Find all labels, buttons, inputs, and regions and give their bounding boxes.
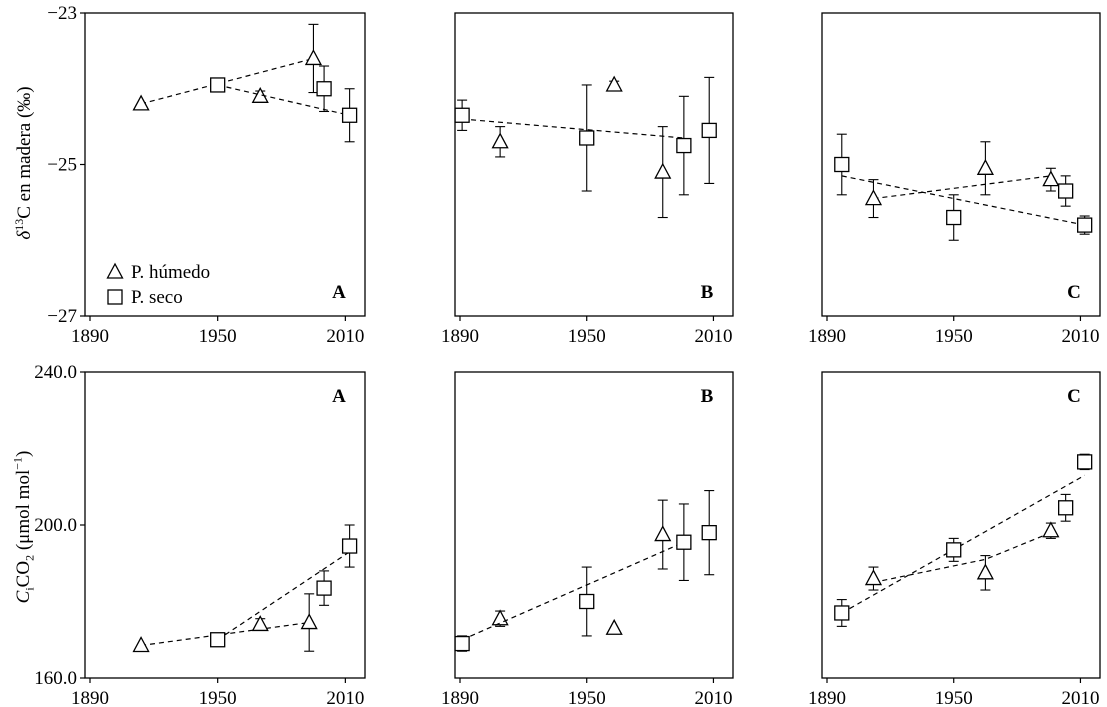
panel-top-b-wet-triangle-point <box>654 162 672 179</box>
panel-top-b-dry-trend-line <box>462 118 684 139</box>
panel-bottom-a-y-tick-label: 160.0 <box>34 668 77 689</box>
panel-top-a-wet-triangle-point <box>251 86 269 103</box>
panel-bottom-c-x-tick-label: 2010 <box>1061 688 1099 707</box>
panel-bottom-c-dry-square-point <box>946 542 962 558</box>
panel-top-a-y-tick-label: −27 <box>47 306 77 327</box>
panel-bottom-c <box>821 371 1101 683</box>
panel-bottom-a-dry-square-point <box>341 538 358 554</box>
panel-top-c-dry-square-point <box>834 156 850 173</box>
panel-top-c-dry-square-point <box>946 209 962 226</box>
panel-bottom-a-x-tick-label: 2010 <box>326 688 364 707</box>
legend-square-icon <box>107 289 123 305</box>
panel-top-b-x-tick-label: 1950 <box>568 326 606 347</box>
panel-bottom-a-wet-triangle-point <box>300 613 318 630</box>
panel-bottom-a-y-tick-label: 200.0 <box>34 515 77 536</box>
panel-bottom-a <box>80 371 366 683</box>
top-y-axis-label: δ13C en madera (‰) <box>11 86 36 240</box>
panel-bottom-b-wet-triangle-point <box>491 609 509 626</box>
panel-top-b-x-tick-label: 2010 <box>694 326 732 347</box>
panel-bottom-b-x-tick-label: 1950 <box>568 688 606 707</box>
panel-bottom-a-x-tick-label: 1890 <box>71 688 109 707</box>
panel-bottom-c-x-tick-label: 1890 <box>808 688 846 707</box>
panel-top-a-wet-triangle-point <box>304 49 323 66</box>
panel-bottom-b-letter: B <box>701 386 714 407</box>
panel-bottom-c-frame <box>821 371 1101 679</box>
panel-top-a-x-tick-label: 2010 <box>326 326 364 347</box>
panel-bottom-b <box>454 371 734 683</box>
panel-top-c-x-tick-label: 1950 <box>935 326 973 347</box>
panel-top-b-dry-square-point <box>454 107 470 123</box>
panel-bottom-c-dry-square-point <box>1058 500 1074 516</box>
panel-bottom-b-x-tick-label: 1890 <box>441 688 479 707</box>
panel-bottom-c-dry-trend-line <box>841 474 1085 614</box>
panel-top-a-y-tick-label: −25 <box>47 155 77 176</box>
panel-top-a-y-tick-label: −23 <box>47 3 77 24</box>
panel-bottom-a-frame <box>84 371 366 679</box>
panel-top-a-wet-trend-line <box>140 57 314 105</box>
panel-top-c-wet-triangle-point <box>1042 170 1060 187</box>
panel-bottom-c-x-tick-label: 1950 <box>935 688 973 707</box>
panel-bottom-a-wet-triangle-point <box>132 636 150 653</box>
panel-top-b-letter: B <box>701 282 714 303</box>
panel-bottom-b-dry-square-point <box>701 525 717 541</box>
panel-top-b-dry-square-point <box>579 130 595 146</box>
panel-top-b-dry-square-point <box>676 137 692 154</box>
panel-top-c-dry-square-point <box>1077 217 1093 233</box>
panel-bottom-b-frame <box>454 371 734 679</box>
panel-bottom-c-wet-triangle-point <box>1042 521 1060 538</box>
legend-dry-label: P. seco <box>131 287 183 308</box>
panel-top-b-wet-triangle-point <box>605 75 623 92</box>
panel-top-a-frame <box>84 12 366 317</box>
panel-top-a-x-tick-label: 1890 <box>71 326 109 347</box>
panel-bottom-b-dry-square-point <box>454 635 470 652</box>
panel-bottom-b-x-tick-label: 2010 <box>694 688 732 707</box>
panel-bottom-a-y-tick-label: 240.0 <box>34 362 77 383</box>
panel-bottom-a-dry-square-point <box>210 632 226 648</box>
panel-bottom-c-letter: C <box>1067 386 1081 407</box>
panel-top-c-wet-triangle-point <box>976 158 994 175</box>
panel-bottom-a-letter: A <box>332 386 346 407</box>
panel-top-c-x-tick-label: 2010 <box>1061 326 1099 347</box>
panel-top-a-dry-square-point <box>316 81 332 97</box>
panel-bottom-a-wet-triangle-point <box>251 615 269 632</box>
panel-bottom-b-dry-square-point <box>676 534 692 550</box>
panel-bottom-a-dry-trend-line <box>217 551 350 641</box>
panel-top-c-letter: C <box>1067 282 1081 303</box>
panel-top-c-wet-triangle-point <box>864 189 883 206</box>
panel-bottom-c-wet-triangle-point <box>864 569 883 586</box>
panel-top-c-dry-square-point <box>1058 183 1074 199</box>
panel-top-c <box>821 12 1101 321</box>
panel-top-a-letter: A <box>332 282 346 303</box>
legend-wet-label: P. húmedo <box>131 262 210 283</box>
panel-bottom-a-x-tick-label: 1950 <box>199 688 237 707</box>
panel-bottom-c-wet-triangle-point <box>976 563 994 580</box>
panel-bottom-b-wet-triangle-point <box>654 525 672 542</box>
panel-top-a <box>80 12 366 321</box>
panel-bottom-b-wet-triangle-point <box>605 618 623 635</box>
panel-bottom-a-dry-square-point <box>316 580 332 596</box>
panel-top-b <box>454 12 734 321</box>
panel-top-c-frame <box>821 12 1101 317</box>
panel-top-b-dry-square-point <box>701 122 717 139</box>
panel-top-a-wet-triangle-point <box>132 94 150 111</box>
panel-bottom-c-dry-square-point <box>834 605 850 621</box>
panel-top-a-dry-square-point <box>341 107 358 123</box>
panel-bottom-b-dry-trend-line <box>461 541 685 641</box>
panel-top-b-wet-triangle-point <box>491 132 509 149</box>
panel-top-c-wet-trend-line <box>873 175 1051 200</box>
panel-top-c-x-tick-label: 1890 <box>808 326 846 347</box>
panel-top-a-x-tick-label: 1950 <box>199 326 237 347</box>
panel-top-b-x-tick-label: 1890 <box>441 326 479 347</box>
panel-bottom-c-wet-trend-line <box>873 532 1052 583</box>
panel-top-b-frame <box>454 12 734 317</box>
panel-top-a-dry-trend-line <box>217 84 350 116</box>
panel-bottom-c-dry-square-point <box>1077 454 1093 470</box>
panel-bottom-b-dry-square-point <box>579 593 595 610</box>
legend-triangle-icon <box>106 262 124 279</box>
bottom-y-axis-label: CiCO2 (μmol mol−1) <box>10 450 37 604</box>
panel-top-a-dry-square-point <box>210 77 226 93</box>
